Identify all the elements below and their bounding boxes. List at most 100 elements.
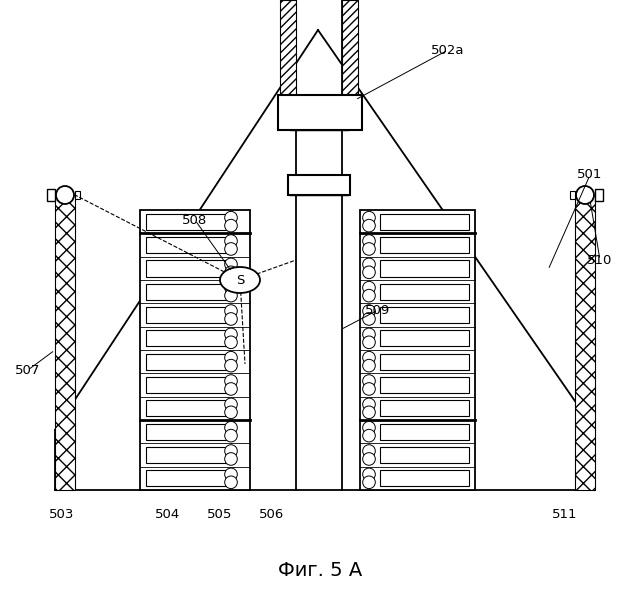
Bar [380,237,469,253]
Bar [146,447,230,463]
Bar [380,400,469,416]
Circle shape [225,452,237,465]
Text: S: S [236,274,244,286]
Circle shape [363,313,375,325]
Circle shape [225,242,237,255]
Circle shape [225,476,237,488]
Circle shape [363,211,375,224]
Bar [47,189,55,201]
Circle shape [225,281,237,294]
Circle shape [225,359,237,372]
Circle shape [363,406,375,419]
Bar [146,330,230,346]
Bar [146,400,230,416]
Text: 503: 503 [49,509,75,521]
Circle shape [225,430,237,442]
Bar [360,210,475,490]
Text: 508: 508 [182,214,207,226]
Circle shape [363,352,375,364]
Bar [575,195,595,490]
Bar [55,195,75,490]
Circle shape [363,398,375,410]
Circle shape [363,359,375,372]
Bar [380,307,469,323]
Bar [380,353,469,370]
Circle shape [225,375,237,388]
Circle shape [363,281,375,294]
Bar [146,260,230,277]
Circle shape [225,468,237,481]
Ellipse shape [220,267,260,293]
Bar [570,191,575,199]
Circle shape [363,430,375,442]
Circle shape [225,421,237,434]
Circle shape [363,242,375,255]
Circle shape [225,352,237,364]
Circle shape [363,220,375,232]
Circle shape [225,211,237,224]
Circle shape [225,406,237,419]
Bar [380,470,469,487]
Bar [380,260,469,277]
Circle shape [363,421,375,434]
Bar [146,353,230,370]
Circle shape [363,468,375,481]
Bar [380,214,469,230]
Text: 501: 501 [577,169,603,181]
Text: 510: 510 [588,253,612,266]
Circle shape [363,266,375,278]
Text: Фиг. 5 А: Фиг. 5 А [278,560,362,580]
Bar [380,283,469,300]
Bar [288,175,350,195]
Bar [278,95,362,130]
Bar [146,377,230,393]
Bar [342,0,358,95]
Circle shape [225,220,237,232]
Circle shape [225,235,237,247]
Circle shape [225,398,237,410]
Circle shape [225,328,237,341]
Circle shape [363,305,375,317]
Circle shape [363,258,375,271]
Circle shape [363,476,375,488]
Circle shape [225,305,237,317]
Bar [380,447,469,463]
Bar [140,210,250,490]
Circle shape [363,336,375,349]
Circle shape [56,186,74,204]
Circle shape [225,383,237,395]
Circle shape [363,452,375,465]
Circle shape [225,445,237,457]
Text: 505: 505 [207,509,233,521]
Circle shape [363,445,375,457]
Bar [146,237,230,253]
Text: 506: 506 [259,509,285,521]
Bar [146,470,230,487]
Circle shape [225,336,237,349]
Bar [146,214,230,230]
Text: 511: 511 [552,509,578,521]
Circle shape [225,289,237,302]
Circle shape [363,383,375,395]
Circle shape [363,289,375,302]
Bar [280,0,296,95]
Bar [380,424,469,440]
Circle shape [576,186,594,204]
Bar [146,307,230,323]
Bar [146,424,230,440]
Text: 509: 509 [365,304,390,317]
Text: 502a: 502a [431,43,465,56]
Circle shape [363,375,375,388]
Bar [75,191,80,199]
Circle shape [225,313,237,325]
Bar [146,283,230,300]
Text: 504: 504 [156,509,180,521]
Bar [380,330,469,346]
Circle shape [225,258,237,271]
Text: 507: 507 [15,364,41,377]
Bar [595,189,603,201]
Circle shape [225,266,237,278]
Bar [380,377,469,393]
Circle shape [363,328,375,341]
Circle shape [363,235,375,247]
